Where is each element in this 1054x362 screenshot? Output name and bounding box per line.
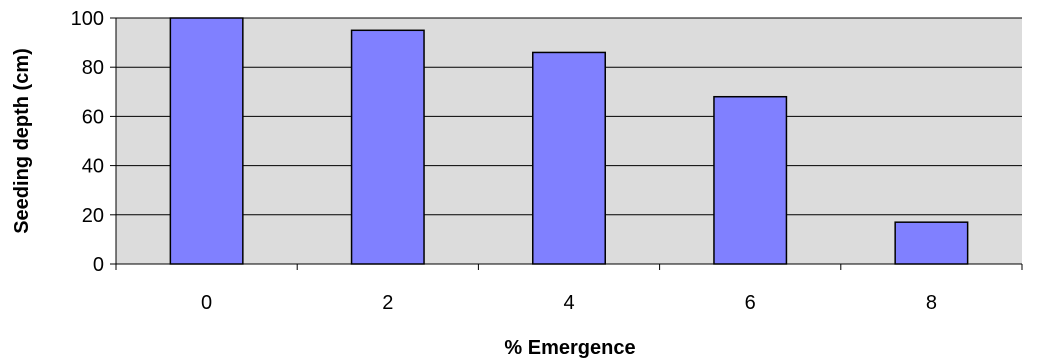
y-tick-label: 60: [82, 106, 104, 128]
bar: [532, 51, 606, 265]
bar: [894, 221, 969, 265]
axes: [110, 17, 1023, 270]
x-tick-label: 2: [382, 292, 393, 314]
bar: [350, 29, 425, 265]
x-tick-label: 6: [745, 292, 756, 314]
y-tick-labels: 0 20 40 60 80 100: [71, 8, 104, 276]
y-tick-label: 0: [93, 254, 104, 276]
y-axis-title: Seeding depth (cm): [11, 48, 33, 234]
y-tick-label: 40: [82, 156, 104, 178]
bar: [713, 95, 788, 265]
x-tick-label: 8: [926, 292, 937, 314]
x-tick-label: 0: [201, 292, 212, 314]
x-tick-label: 4: [563, 292, 574, 314]
y-tick-label: 100: [71, 8, 104, 30]
bar: [169, 17, 244, 265]
x-axis-title: % Emergence: [504, 337, 635, 359]
x-tick-labels: 0 2 4 6 8: [201, 292, 937, 314]
bars: [169, 17, 969, 265]
y-tick-label: 20: [82, 205, 104, 227]
y-tick-label: 80: [82, 57, 104, 79]
